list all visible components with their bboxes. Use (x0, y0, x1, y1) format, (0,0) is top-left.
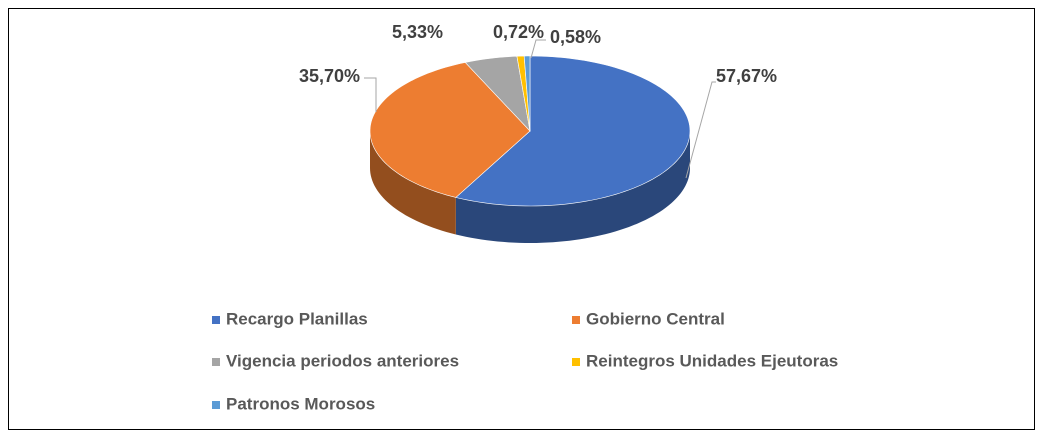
data-label: 57,67% (716, 66, 777, 86)
legend-swatch (572, 316, 580, 324)
legend-label: Vigencia periodos anteriores (226, 351, 459, 370)
data-label: 0,72% (493, 22, 544, 42)
legend-swatch (212, 316, 220, 324)
pie-slice (455, 55, 691, 207)
legend-label: Patronos Morosos (226, 394, 375, 413)
legend-swatch (572, 358, 580, 366)
legend-swatch (212, 401, 220, 409)
pie-slice (523, 55, 531, 132)
leader-line (364, 77, 377, 112)
data-label: 0,58% (550, 27, 601, 47)
pie-slice (464, 55, 531, 132)
leader-line (530, 39, 546, 59)
pie-slice-side (455, 131, 690, 243)
pie-slice (369, 62, 531, 198)
legend-label: Recargo Planillas (226, 309, 368, 328)
legend-label: Reintegros Unidades Ejeutoras (586, 351, 838, 370)
legend-label: Gobierno Central (586, 309, 725, 328)
pie-slice-side (370, 131, 456, 235)
leader-line (685, 81, 716, 179)
data-label: 5,33% (392, 22, 443, 42)
data-label: 35,70% (299, 66, 360, 86)
legend-swatch (212, 358, 220, 366)
